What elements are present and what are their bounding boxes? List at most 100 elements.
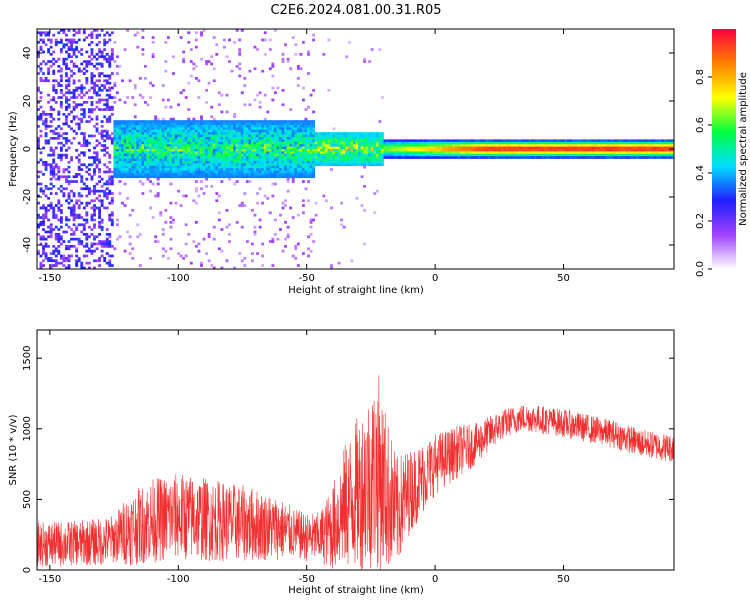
spectrogram-cell bbox=[661, 146, 665, 150]
spectrogram-cell bbox=[551, 146, 555, 150]
spectrogram-cell bbox=[556, 144, 560, 147]
spectrogram-cell bbox=[228, 132, 231, 135]
spectrogram-cell bbox=[587, 153, 591, 157]
spectrogram-cell bbox=[154, 156, 158, 159]
spectrogram-cell bbox=[352, 158, 356, 162]
spectrogram-cell bbox=[572, 156, 575, 159]
spectrogram-cell bbox=[296, 139, 300, 143]
spectrogram-cell bbox=[144, 65, 147, 68]
spectrogram-cell bbox=[184, 175, 188, 179]
spectrogram-cell bbox=[57, 137, 61, 140]
x-tick-label: 0 bbox=[432, 273, 438, 284]
spectrogram-cell bbox=[266, 144, 270, 147]
spectrogram-cell bbox=[518, 144, 522, 147]
spectrogram-cell bbox=[378, 134, 382, 138]
spectrogram-cell bbox=[574, 144, 578, 147]
spectrogram-cell bbox=[169, 237, 173, 241]
spectrogram-cell bbox=[271, 237, 275, 241]
spectrogram-cell bbox=[169, 127, 173, 131]
spectrogram-cell bbox=[136, 120, 140, 123]
spectrogram-cell bbox=[424, 149, 428, 152]
spectrogram-cell bbox=[149, 132, 152, 135]
spectrogram-cell bbox=[105, 228, 109, 231]
spectrogram-cell bbox=[166, 125, 170, 128]
spectrogram-cell bbox=[146, 132, 150, 135]
spectrogram-cell bbox=[238, 168, 242, 171]
spectrogram-cell bbox=[118, 120, 122, 123]
spectrogram-cell bbox=[47, 79, 51, 83]
spectrogram-cell bbox=[105, 134, 109, 138]
spectrogram-cell bbox=[398, 156, 402, 159]
spectrogram-cell bbox=[378, 153, 382, 157]
spectrogram-cell bbox=[118, 156, 122, 159]
spectrogram-cell bbox=[355, 158, 359, 162]
spectrogram-cell bbox=[136, 137, 140, 140]
spectrogram-cell bbox=[197, 156, 201, 159]
spectrogram-cell bbox=[544, 151, 547, 155]
spectrogram-cell bbox=[126, 120, 130, 123]
spectrogram-cell bbox=[37, 144, 40, 147]
spectrogram-cell bbox=[235, 158, 239, 162]
spectrogram-cell bbox=[345, 163, 349, 167]
spectrogram-cell bbox=[108, 235, 112, 239]
spectrogram-cell bbox=[309, 129, 313, 133]
spectrogram-cell bbox=[65, 180, 68, 183]
spectrogram-cell bbox=[210, 173, 214, 176]
spectrogram-cell bbox=[281, 158, 285, 162]
spectrogram-cell bbox=[322, 134, 326, 138]
spectrogram-cell bbox=[314, 161, 318, 164]
spectrogram-cell bbox=[465, 139, 468, 143]
spectrogram-cell bbox=[70, 127, 73, 131]
spectrogram-cell bbox=[194, 141, 198, 145]
spectrogram-cell bbox=[243, 146, 247, 150]
spectrogram-cell bbox=[166, 139, 170, 143]
spectrogram-cell bbox=[47, 93, 51, 97]
spectrogram-cell bbox=[431, 153, 435, 157]
spectrogram-cell bbox=[398, 146, 402, 150]
spectrogram-cell bbox=[128, 132, 132, 135]
spectrogram-cell bbox=[57, 65, 61, 68]
spectrogram-cell bbox=[256, 125, 259, 128]
spectrogram-cell bbox=[628, 144, 631, 147]
spectrogram-cell bbox=[375, 151, 379, 155]
spectrogram-cell bbox=[482, 144, 486, 147]
spectrogram-cell bbox=[105, 180, 109, 183]
spectrogram-cell bbox=[62, 170, 66, 174]
spectrogram-cell bbox=[77, 259, 81, 263]
spectrogram-cell bbox=[166, 36, 170, 39]
spectrogram-cell bbox=[554, 144, 558, 147]
spectrogram-cell bbox=[225, 125, 229, 128]
spectrogram-cell bbox=[307, 53, 310, 56]
spectrogram-cell bbox=[133, 146, 137, 150]
spectrogram-cell bbox=[533, 141, 537, 145]
spectrogram-cell bbox=[375, 149, 379, 152]
spectrogram-cell bbox=[151, 120, 155, 123]
spectrogram-cell bbox=[144, 122, 147, 126]
spectrogram-cell bbox=[105, 103, 109, 107]
spectrogram-cell bbox=[304, 134, 308, 138]
spectrogram-cell bbox=[625, 146, 629, 150]
spectrogram-cell bbox=[67, 240, 71, 243]
spectrogram-cell bbox=[266, 122, 270, 126]
spectrogram-cell bbox=[95, 206, 99, 210]
spectrogram-cell bbox=[253, 233, 257, 236]
spectrogram-cell bbox=[100, 185, 104, 188]
spectrogram-cell bbox=[319, 153, 323, 157]
spectrogram-cell bbox=[572, 144, 575, 147]
spectrogram-cell bbox=[57, 240, 61, 243]
spectrogram-cell bbox=[296, 125, 300, 128]
spectrogram-cell bbox=[240, 122, 244, 126]
spectrogram-cell bbox=[82, 228, 86, 231]
spectrogram-cell bbox=[360, 156, 364, 159]
spectrogram-cell bbox=[235, 127, 239, 131]
spectrogram-cell bbox=[261, 134, 265, 138]
spectrogram-cell bbox=[223, 158, 226, 162]
spectrogram-cell bbox=[59, 153, 63, 157]
spectrogram-cell bbox=[350, 137, 354, 140]
spectrogram-cell bbox=[533, 151, 537, 155]
spectrogram-cell bbox=[572, 153, 575, 157]
spectrogram-cell bbox=[268, 38, 272, 42]
spectrogram-cell bbox=[449, 139, 453, 143]
spectrogram-cell bbox=[164, 158, 168, 162]
spectrogram-cell bbox=[67, 165, 71, 169]
